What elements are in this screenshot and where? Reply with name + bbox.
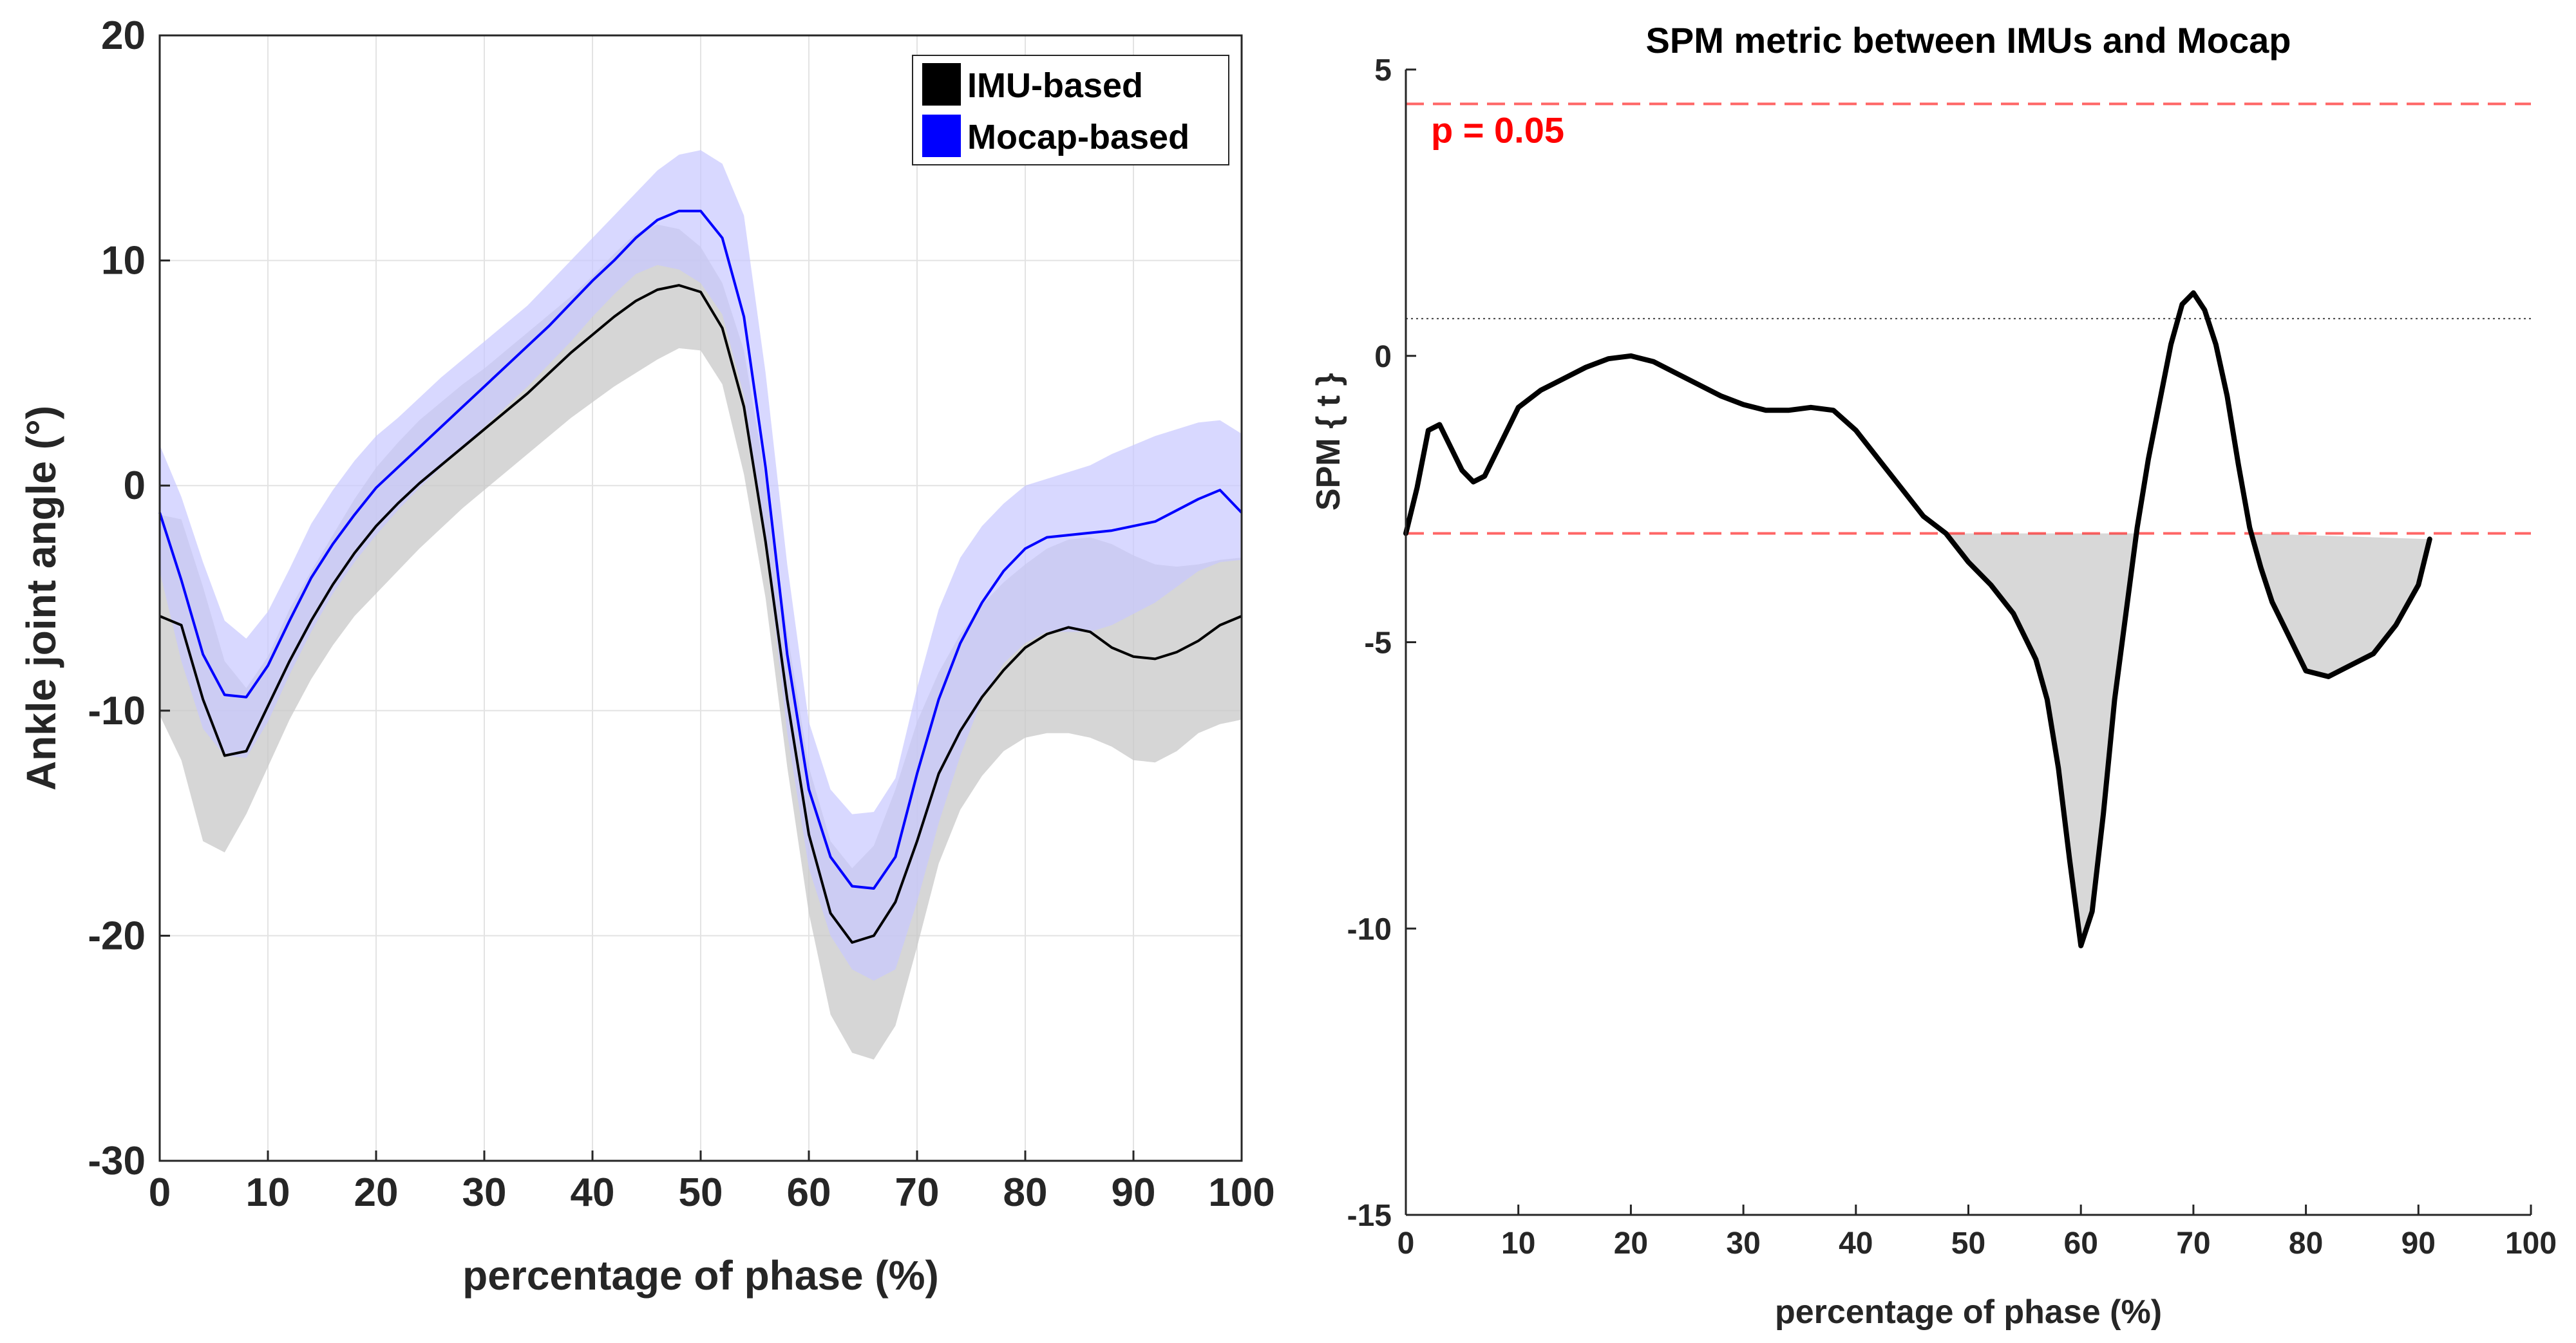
- line-mocap: [158, 209, 1243, 890]
- legend-box: [912, 55, 1229, 165]
- left-y-tick-label: 20: [101, 14, 146, 58]
- left-y-tick-label: 0: [124, 464, 146, 508]
- left-lines: [158, 209, 1243, 944]
- left-y-tick-label: -10: [88, 689, 146, 733]
- spm-y-tick-label: 0: [1374, 340, 1392, 374]
- spm-reference-lines: [1406, 102, 2531, 535]
- left-x-axis-label: percentage of phase (%): [462, 1252, 939, 1299]
- legend-label-mocap: Mocap-based: [967, 118, 1189, 156]
- left-x-tick-label: 20: [354, 1170, 399, 1215]
- spm-x-tick-label: 20: [1614, 1226, 1648, 1261]
- spm-x-tick-label: 90: [2401, 1226, 2436, 1261]
- left-bands: [160, 150, 1242, 1060]
- left-x-tick-label: 100: [1208, 1170, 1274, 1215]
- spm-x-tick-label: 60: [2064, 1226, 2098, 1261]
- spm-y-tick-label: 5: [1374, 53, 1392, 88]
- left-x-tick-label: 50: [679, 1170, 723, 1215]
- spm-y-tick-label: -5: [1364, 626, 1392, 661]
- legend: IMU-based Mocap-based: [912, 55, 1229, 165]
- threshold-label: p = 0.05: [1431, 109, 1564, 150]
- left-x-tick-label: 90: [1112, 1170, 1156, 1215]
- significant-region: [1946, 533, 2137, 946]
- legend-swatch-imu: [922, 63, 961, 106]
- left-ticks: 0 10 20 30 40 50 60 70 80 90 100 -30 -20 -10 0 10 20: [88, 14, 1274, 1215]
- left-x-tick-label: 70: [895, 1170, 940, 1215]
- spm-chart: SPM metric between IMUs and Mocap 0 10 20 3…: [1310, 20, 2557, 1331]
- left-y-tick-label: -30: [88, 1139, 146, 1183]
- spm-y-axis-label: SPM { t }: [1310, 373, 1347, 511]
- left-x-tick-label: 10: [246, 1170, 290, 1215]
- spm-x-tick-label: 40: [1839, 1226, 1873, 1261]
- spm-curve-group: [1403, 290, 2432, 948]
- spm-y-tick-label: -15: [1347, 1199, 1392, 1233]
- spm-ticks: 0 10 20 30 40 50 60 70 80 90 100 -15 -10 -5 0 5: [1347, 53, 2557, 1261]
- left-x-tick-label: 30: [462, 1170, 507, 1215]
- band-mocap: [160, 150, 1242, 981]
- left-y-tick-label: 10: [101, 239, 146, 283]
- ankle-angle-chart: 0 10 20 30 40 50 60 70 80 90 100 -30 -20 -10 0 10 20 per…: [18, 14, 1275, 1299]
- spm-x-tick-label: 10: [1501, 1226, 1535, 1261]
- line-imu: [159, 284, 1242, 944]
- spm-x-tick-label: 0: [1397, 1226, 1415, 1261]
- spm-significant-regions: [1946, 533, 2430, 946]
- left-x-tick-label: 80: [1003, 1170, 1048, 1215]
- left-x-tick-label: 0: [149, 1170, 171, 1215]
- spm-x-tick-label: 80: [2289, 1226, 2323, 1261]
- spm-x-tick-label: 30: [1726, 1226, 1760, 1261]
- significant-region: [2251, 533, 2430, 677]
- spm-chart-title: SPM metric between IMUs and Mocap: [1646, 20, 2291, 61]
- legend-label-imu: IMU-based: [967, 66, 1143, 105]
- spm-curve: [1403, 290, 2432, 948]
- left-x-tick-label: 40: [571, 1170, 615, 1215]
- spm-x-tick-label: 70: [2176, 1226, 2210, 1261]
- legend-swatch-mocap: [922, 115, 961, 157]
- left-y-tick-label: -20: [88, 914, 146, 958]
- spm-x-tick-label: 100: [2505, 1226, 2557, 1261]
- spm-x-axis-label: percentage of phase (%): [1775, 1293, 2162, 1331]
- left-x-tick-label: 60: [787, 1170, 831, 1215]
- spm-x-tick-label: 50: [1951, 1226, 1985, 1261]
- spm-y-tick-label: -10: [1347, 912, 1392, 946]
- left-y-axis-label: Ankle joint angle (°): [18, 406, 64, 791]
